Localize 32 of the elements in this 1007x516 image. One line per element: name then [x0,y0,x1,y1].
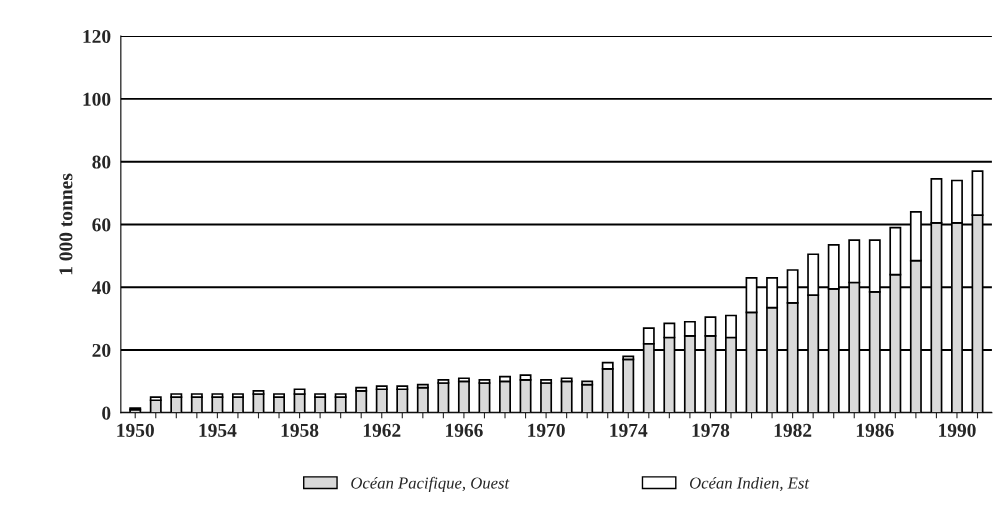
x-tick-label: 1954 [199,423,237,437]
x-tick-label: 1962 [363,423,401,437]
bar [540,382,553,413]
y-tick-label: 100 [83,92,111,106]
x-tick-label: 1966 [446,423,483,437]
bar [437,382,450,413]
legend-label: Océan Indien, Est [689,476,810,492]
bar [396,388,409,413]
y-tick-label: 120 [83,29,111,44]
y-tick-label: 20 [92,343,111,357]
bar [560,380,573,413]
y-tick-label: 60 [92,218,111,232]
bar [457,380,470,413]
x-tick-label: 1958 [281,423,319,437]
legend-label: Océan Pacifique, Ouest [351,476,510,493]
x-tick-label: 1986 [856,423,894,437]
bar [416,386,429,413]
bar [478,382,491,413]
bar [622,358,635,413]
bar [375,388,388,413]
y-tick-label: 0 [102,406,111,420]
bar [581,383,594,413]
y-tick-label: 80 [92,155,111,169]
x-tick-label: 1990 [939,423,976,437]
x-tick-label: 1950 [117,423,154,437]
x-tick-label: 1974 [610,423,648,437]
bar [499,380,511,413]
y-tick-label: 40 [91,281,111,295]
x-tick-label: 1982 [774,423,812,437]
x-tick-label: 1970 [528,423,565,437]
y-axis-title: 1 000 tonnes [59,173,73,275]
x-tick-label: 1978 [692,423,730,437]
